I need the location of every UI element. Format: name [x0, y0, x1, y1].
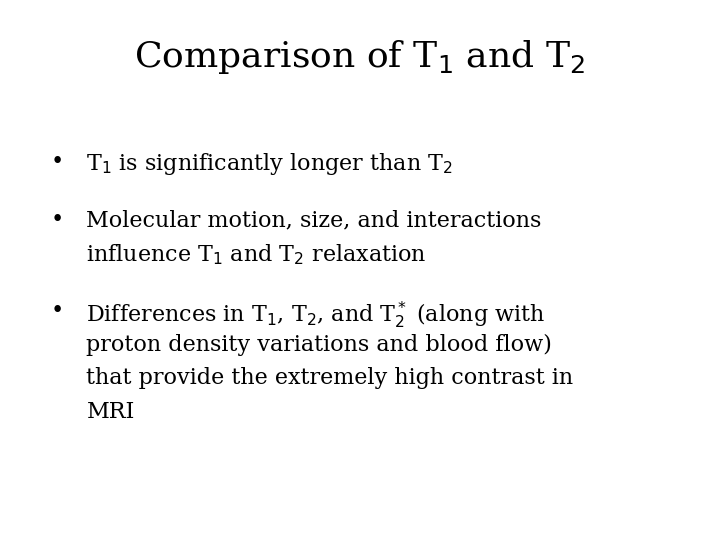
Text: influence T$_1$ and T$_2$ relaxation: influence T$_1$ and T$_2$ relaxation [86, 242, 427, 267]
Text: T$_1$ is significantly longer than T$_2$: T$_1$ is significantly longer than T$_2$ [86, 151, 453, 177]
Text: •: • [50, 209, 63, 231]
Text: MRI: MRI [86, 401, 135, 423]
Text: Molecular motion, size, and interactions: Molecular motion, size, and interactions [86, 209, 541, 231]
Text: •: • [50, 151, 63, 173]
Text: proton density variations and blood flow): proton density variations and blood flow… [86, 334, 552, 356]
Text: Comparison of T$_1$ and T$_2$: Comparison of T$_1$ and T$_2$ [135, 38, 585, 76]
Text: •: • [50, 300, 63, 322]
Text: Differences in T$_1$, T$_2$, and T$_2^*$ (along with: Differences in T$_1$, T$_2$, and T$_2^*$… [86, 300, 546, 332]
Text: that provide the extremely high contrast in: that provide the extremely high contrast… [86, 367, 574, 389]
